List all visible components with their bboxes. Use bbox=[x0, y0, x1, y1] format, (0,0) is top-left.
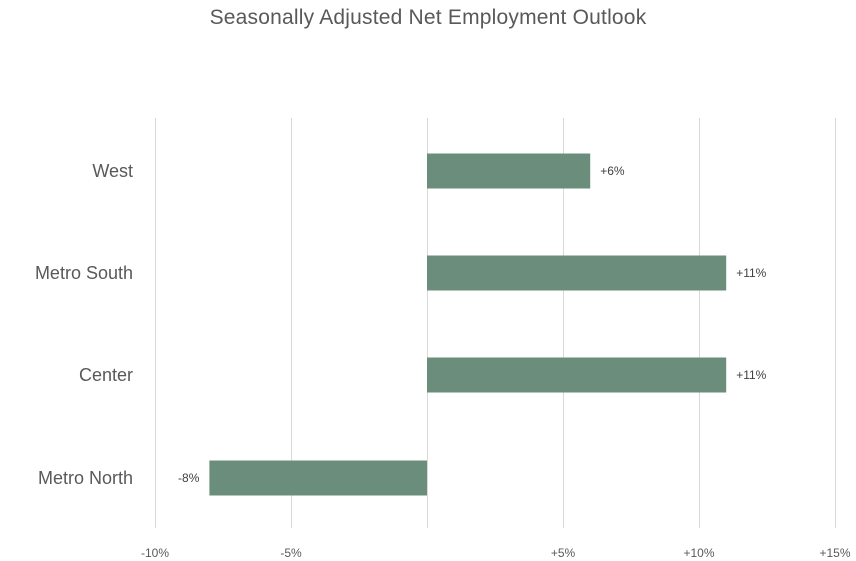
chart-title: Seasonally Adjusted Net Employment Outlo… bbox=[209, 6, 647, 29]
bar bbox=[209, 460, 427, 496]
category-label: Metro North bbox=[38, 468, 133, 488]
data-label: -8% bbox=[178, 471, 200, 485]
data-label: +6% bbox=[600, 164, 625, 178]
x-tick-label: +15% bbox=[819, 546, 850, 560]
category-label: Center bbox=[79, 365, 133, 385]
category-label: Metro South bbox=[35, 263, 133, 283]
data-label: +11% bbox=[736, 266, 766, 280]
gridlines bbox=[155, 118, 836, 528]
x-tick-label: -5% bbox=[280, 546, 302, 560]
data-label: +11% bbox=[736, 368, 766, 382]
x-tick-label: +10% bbox=[683, 546, 714, 560]
bar bbox=[427, 153, 591, 189]
bars bbox=[209, 153, 727, 496]
x-tick-label: -10% bbox=[141, 546, 169, 560]
bar bbox=[427, 357, 727, 393]
x-tick-label: +5% bbox=[551, 546, 576, 560]
category-label: West bbox=[92, 161, 133, 181]
labels: -10% -5% +5% +10% +15% West +6% Metro South +11%… bbox=[35, 161, 851, 560]
bar bbox=[427, 255, 727, 291]
